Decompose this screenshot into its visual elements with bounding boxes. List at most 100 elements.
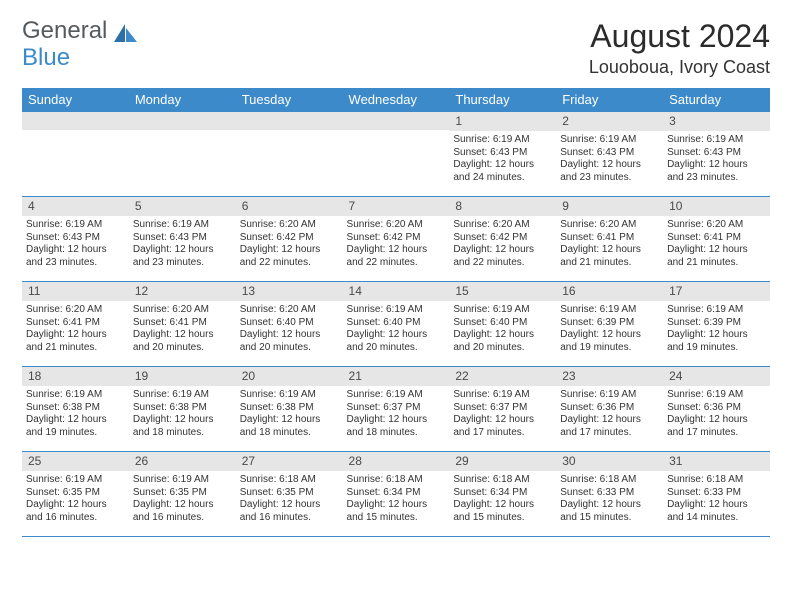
sunset-text: Sunset: 6:42 PM [240,232,339,245]
sunset-text: Sunset: 6:37 PM [347,402,446,415]
sunrise-text: Sunrise: 6:19 AM [26,474,125,487]
day-number: 14 [343,282,450,301]
day-number [343,112,450,130]
sunrise-text: Sunrise: 6:19 AM [453,134,552,147]
day-number: 27 [236,452,343,471]
day-cell: 23Sunrise: 6:19 AMSunset: 6:36 PMDayligh… [556,367,663,452]
day-cell: 17Sunrise: 6:19 AMSunset: 6:39 PMDayligh… [663,282,770,367]
daylight-text: Daylight: 12 hours and 14 minutes. [667,499,766,524]
sunset-text: Sunset: 6:39 PM [667,317,766,330]
day-cell: 19Sunrise: 6:19 AMSunset: 6:38 PMDayligh… [129,367,236,452]
sunset-text: Sunset: 6:34 PM [347,487,446,500]
sunrise-text: Sunrise: 6:20 AM [26,304,125,317]
week-row: 1Sunrise: 6:19 AMSunset: 6:43 PMDaylight… [22,112,770,197]
day-number: 22 [449,367,556,386]
sunrise-text: Sunrise: 6:18 AM [560,474,659,487]
dow-saturday: Saturday [663,88,770,112]
sunrise-text: Sunrise: 6:19 AM [667,134,766,147]
sunset-text: Sunset: 6:43 PM [667,147,766,160]
sunset-text: Sunset: 6:41 PM [133,317,232,330]
dow-sunday: Sunday [22,88,129,112]
sunrise-text: Sunrise: 6:20 AM [560,219,659,232]
daylight-text: Daylight: 12 hours and 21 minutes. [26,329,125,354]
sunset-text: Sunset: 6:40 PM [347,317,446,330]
sunrise-text: Sunrise: 6:19 AM [560,389,659,402]
sunrise-text: Sunrise: 6:19 AM [560,304,659,317]
day-cell: 2Sunrise: 6:19 AMSunset: 6:43 PMDaylight… [556,112,663,197]
sunset-text: Sunset: 6:42 PM [453,232,552,245]
day-cell: 24Sunrise: 6:19 AMSunset: 6:36 PMDayligh… [663,367,770,452]
sunrise-text: Sunrise: 6:19 AM [26,219,125,232]
day-cell: 15Sunrise: 6:19 AMSunset: 6:40 PMDayligh… [449,282,556,367]
daylight-text: Daylight: 12 hours and 23 minutes. [667,159,766,184]
daylight-text: Daylight: 12 hours and 15 minutes. [347,499,446,524]
location-label: Louoboua, Ivory Coast [589,57,770,78]
dow-thursday: Thursday [449,88,556,112]
day-number: 18 [22,367,129,386]
daylight-text: Daylight: 12 hours and 15 minutes. [560,499,659,524]
sunset-text: Sunset: 6:35 PM [133,487,232,500]
day-cell: 26Sunrise: 6:19 AMSunset: 6:35 PMDayligh… [129,452,236,537]
sunset-text: Sunset: 6:34 PM [453,487,552,500]
calendar-table: Sunday Monday Tuesday Wednesday Thursday… [22,88,770,537]
sunrise-text: Sunrise: 6:20 AM [667,219,766,232]
day-number: 4 [22,197,129,216]
day-number: 26 [129,452,236,471]
logo-text-blue: Blue [22,45,107,70]
sunset-text: Sunset: 6:41 PM [667,232,766,245]
sunset-text: Sunset: 6:37 PM [453,402,552,415]
day-number: 10 [663,197,770,216]
daylight-text: Daylight: 12 hours and 21 minutes. [560,244,659,269]
day-cell: 29Sunrise: 6:18 AMSunset: 6:34 PMDayligh… [449,452,556,537]
dow-wednesday: Wednesday [343,88,450,112]
day-number: 7 [343,197,450,216]
day-of-week-header-row: Sunday Monday Tuesday Wednesday Thursday… [22,88,770,112]
daylight-text: Daylight: 12 hours and 20 minutes. [133,329,232,354]
sunrise-text: Sunrise: 6:19 AM [133,219,232,232]
calendar-body: 1Sunrise: 6:19 AMSunset: 6:43 PMDaylight… [22,112,770,537]
day-number [129,112,236,130]
daylight-text: Daylight: 12 hours and 20 minutes. [240,329,339,354]
day-number [22,112,129,130]
day-number: 3 [663,112,770,131]
day-cell: 27Sunrise: 6:18 AMSunset: 6:35 PMDayligh… [236,452,343,537]
sunset-text: Sunset: 6:40 PM [240,317,339,330]
logo-sail-icon [113,22,139,49]
sunrise-text: Sunrise: 6:19 AM [240,389,339,402]
daylight-text: Daylight: 12 hours and 16 minutes. [240,499,339,524]
day-number: 25 [22,452,129,471]
day-cell [129,112,236,197]
day-cell: 22Sunrise: 6:19 AMSunset: 6:37 PMDayligh… [449,367,556,452]
sunset-text: Sunset: 6:38 PM [26,402,125,415]
sunset-text: Sunset: 6:43 PM [133,232,232,245]
sunrise-text: Sunrise: 6:20 AM [240,304,339,317]
sunrise-text: Sunrise: 6:19 AM [26,389,125,402]
sunset-text: Sunset: 6:33 PM [560,487,659,500]
day-cell: 16Sunrise: 6:19 AMSunset: 6:39 PMDayligh… [556,282,663,367]
day-number: 24 [663,367,770,386]
sunrise-text: Sunrise: 6:18 AM [347,474,446,487]
day-cell: 4Sunrise: 6:19 AMSunset: 6:43 PMDaylight… [22,197,129,282]
week-row: 4Sunrise: 6:19 AMSunset: 6:43 PMDaylight… [22,197,770,282]
day-cell: 7Sunrise: 6:20 AMSunset: 6:42 PMDaylight… [343,197,450,282]
daylight-text: Daylight: 12 hours and 19 minutes. [667,329,766,354]
day-number: 28 [343,452,450,471]
day-number: 8 [449,197,556,216]
sunrise-text: Sunrise: 6:19 AM [453,304,552,317]
day-number: 21 [343,367,450,386]
day-number: 30 [556,452,663,471]
daylight-text: Daylight: 12 hours and 16 minutes. [133,499,232,524]
day-number: 13 [236,282,343,301]
page-header: General Blue August 2024 Louoboua, Ivory… [22,18,770,78]
day-number: 15 [449,282,556,301]
day-number: 5 [129,197,236,216]
daylight-text: Daylight: 12 hours and 17 minutes. [560,414,659,439]
day-cell: 11Sunrise: 6:20 AMSunset: 6:41 PMDayligh… [22,282,129,367]
sunset-text: Sunset: 6:39 PM [560,317,659,330]
daylight-text: Daylight: 12 hours and 18 minutes. [240,414,339,439]
sunset-text: Sunset: 6:41 PM [560,232,659,245]
week-row: 11Sunrise: 6:20 AMSunset: 6:41 PMDayligh… [22,282,770,367]
daylight-text: Daylight: 12 hours and 18 minutes. [133,414,232,439]
month-title: August 2024 [589,18,770,55]
sunrise-text: Sunrise: 6:20 AM [133,304,232,317]
